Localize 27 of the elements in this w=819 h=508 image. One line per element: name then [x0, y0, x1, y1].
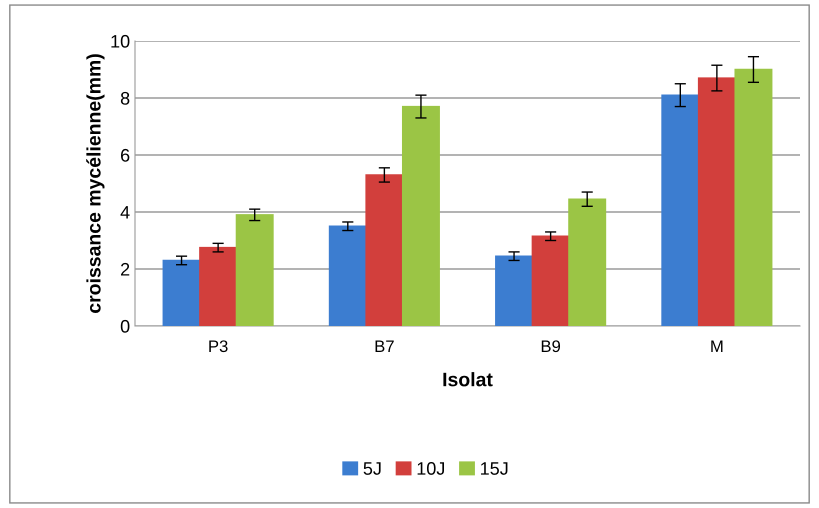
bar — [236, 214, 274, 326]
x-tick-label: P3 — [209, 340, 228, 352]
x-tick-label: B9 — [542, 340, 560, 352]
y-axis-title: croissance mycélienne(mm) — [86, 54, 104, 313]
bar — [532, 236, 570, 326]
x-tick-label: M — [711, 340, 722, 352]
x-tick-label: B7 — [376, 340, 394, 352]
bar — [661, 94, 700, 326]
legend-label: 5J — [364, 462, 381, 475]
y-tick-label: 4 — [120, 206, 130, 219]
y-tick-label: 2 — [121, 262, 130, 276]
bar — [698, 77, 736, 326]
bar — [734, 68, 772, 326]
y-tick-label: 6 — [121, 148, 130, 162]
bar — [162, 260, 201, 326]
legend-label: 10J — [418, 462, 444, 475]
y-tick-label: 8 — [120, 92, 130, 105]
legend-label: 15J — [481, 462, 508, 475]
y-tick-label: 10 — [111, 34, 130, 48]
x-axis-title: Isolat — [443, 372, 493, 386]
bar — [402, 106, 440, 326]
y-tick-label: 0 — [120, 320, 130, 333]
bar — [568, 198, 606, 326]
bar — [328, 226, 367, 326]
bar — [495, 255, 534, 326]
bar — [199, 246, 238, 326]
bar — [365, 174, 404, 326]
